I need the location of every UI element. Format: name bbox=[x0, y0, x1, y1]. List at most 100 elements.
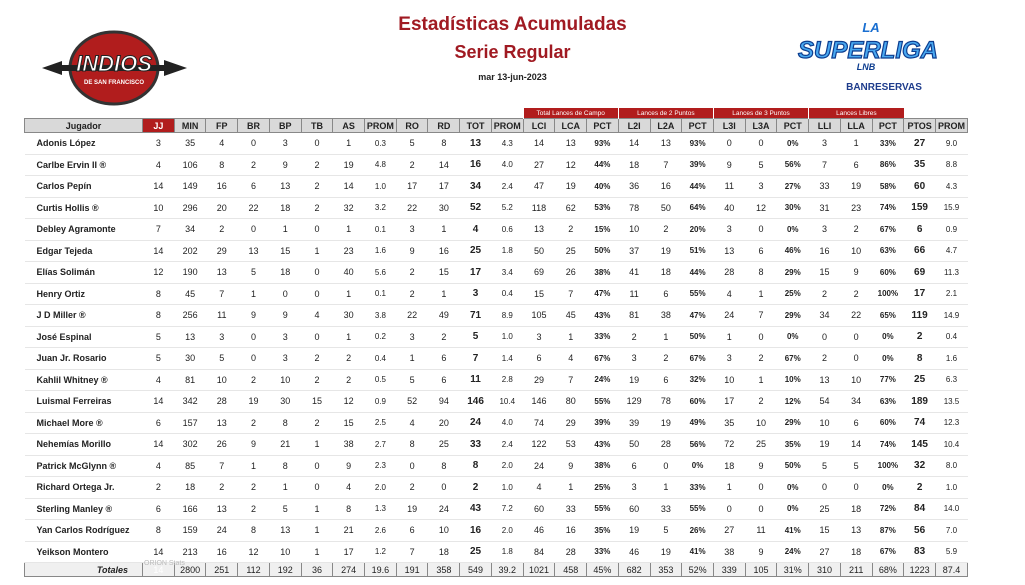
stat-cell: 9 bbox=[840, 261, 873, 284]
player-row: Nehemías Morillo 14 302 26 9 21 1 38 2.7 8 25 33 2.4… bbox=[24, 433, 968, 456]
player-row: Yeikson Montero 14 213 16 12 10 1 17 1.2 7 18 25 1.8… bbox=[24, 541, 968, 563]
stat-cell: 34 bbox=[808, 304, 841, 327]
stat-cell: 159 bbox=[903, 197, 936, 219]
stat-cell: 18 bbox=[840, 498, 873, 520]
stat-cell: 4 bbox=[459, 218, 492, 241]
stat-cell: 24 bbox=[713, 304, 746, 327]
total-cell: 211 bbox=[839, 562, 873, 577]
superliga-logo: LA SUPERLIGA LNB BANRESERVAS bbox=[797, 20, 938, 93]
stat-cell: 6 bbox=[840, 412, 873, 434]
stat-cell: 202 bbox=[174, 240, 206, 262]
stat-cell: 11 bbox=[205, 304, 238, 327]
stat-cell: 2 bbox=[459, 476, 492, 499]
stat-cell: 2.1 bbox=[935, 283, 968, 305]
column-header: TB bbox=[300, 118, 334, 133]
stat-cell: 1 bbox=[396, 347, 428, 370]
stat-cell: 2.6 bbox=[364, 519, 397, 542]
stat-cell: 13 bbox=[808, 369, 841, 391]
stat-cell: 342 bbox=[174, 390, 206, 413]
stat-cell: 13.5 bbox=[935, 390, 968, 413]
stat-cell: 1.3 bbox=[364, 498, 397, 520]
stat-cell: 7 bbox=[745, 304, 777, 327]
stat-cell: 18 bbox=[269, 261, 302, 284]
stat-cell: 17 bbox=[903, 283, 936, 305]
stat-cell: 81 bbox=[618, 304, 650, 327]
stat-cell: 46 bbox=[523, 519, 555, 542]
stat-cell: 44% bbox=[586, 154, 619, 176]
stat-cell: 14.0 bbox=[935, 498, 968, 520]
player-row: Curtis Hollis ® 10 296 20 22 18 2 32 3.2 22 30 52 5.… bbox=[24, 197, 968, 219]
player-name: Carlos Pepín bbox=[24, 175, 143, 198]
stat-cell: 19 bbox=[650, 240, 682, 262]
stat-cell: 63% bbox=[872, 240, 904, 262]
spacer bbox=[25, 108, 524, 119]
stat-cell: 63% bbox=[872, 390, 904, 413]
stat-cell: 4 bbox=[205, 132, 238, 155]
stat-cell: 32 bbox=[903, 455, 936, 477]
stat-cell: 40% bbox=[586, 175, 619, 198]
stat-cell: 159 bbox=[174, 519, 206, 542]
stat-cell: 18 bbox=[269, 197, 302, 219]
stat-cell: 29% bbox=[776, 261, 809, 284]
stat-cell: 14 bbox=[142, 390, 175, 413]
total-cell: 458 bbox=[554, 562, 588, 577]
stat-cell: 6 bbox=[142, 412, 175, 434]
stat-cell: 1 bbox=[745, 283, 777, 305]
stat-cell: 24% bbox=[586, 369, 619, 391]
stat-cell: 12% bbox=[776, 390, 809, 413]
stat-cell: 2 bbox=[840, 283, 873, 305]
stat-cell: 149 bbox=[174, 175, 206, 198]
stat-cell: 0 bbox=[301, 218, 333, 241]
stat-cell: 0.5 bbox=[364, 369, 397, 391]
stat-cell: 2.4 bbox=[491, 175, 524, 198]
stat-cell: 5.9 bbox=[935, 541, 968, 563]
stat-cell: 19 bbox=[237, 390, 270, 413]
stat-cell: 6 bbox=[745, 240, 777, 262]
stat-cell: 30 bbox=[174, 347, 206, 370]
stat-cell: 19 bbox=[396, 498, 428, 520]
stat-cell: 35 bbox=[174, 132, 206, 155]
total-cell: 682 bbox=[617, 562, 651, 577]
stat-cell: 14 bbox=[840, 433, 873, 456]
stat-cell: 2 bbox=[808, 283, 841, 305]
stat-cell: 20% bbox=[681, 218, 714, 241]
stat-cell: 4 bbox=[301, 304, 333, 327]
column-header: BP bbox=[268, 118, 302, 133]
indios-logo: INDIOS DE SAN FRANCISCO bbox=[42, 30, 187, 106]
logo-name: SUPERLIGA bbox=[798, 37, 938, 64]
column-header: RO bbox=[395, 118, 429, 133]
stat-cell: 41% bbox=[681, 541, 714, 563]
stat-cell: 2 bbox=[650, 347, 682, 370]
stat-cell: 3.2 bbox=[364, 197, 397, 219]
stat-cell: 9 bbox=[745, 455, 777, 477]
stat-cell: 118 bbox=[523, 197, 555, 219]
stat-cell: 23 bbox=[332, 240, 365, 262]
stat-cell: 24% bbox=[776, 541, 809, 563]
stat-cell: 40 bbox=[332, 261, 365, 284]
stat-cell: 8 bbox=[903, 347, 936, 370]
stat-cell: 296 bbox=[174, 197, 206, 219]
stat-cell: 86% bbox=[872, 154, 904, 176]
stat-cell: 2 bbox=[301, 347, 333, 370]
stat-cell: 4.8 bbox=[364, 154, 397, 176]
stat-cell: 0 bbox=[301, 261, 333, 284]
total-cell: 105 bbox=[744, 562, 778, 577]
player-name: Curtis Hollis ® bbox=[24, 197, 143, 219]
stat-cell: 12 bbox=[745, 197, 777, 219]
stat-cell: 9 bbox=[237, 304, 270, 327]
totals-row: Totales 14 2800 251 112 192 36 274 19.6 191 358 549… bbox=[24, 562, 969, 577]
stat-cell: 166 bbox=[174, 498, 206, 520]
column-header: PROM bbox=[364, 118, 397, 133]
stat-cell: 74% bbox=[872, 197, 904, 219]
stat-cell: 17 bbox=[396, 175, 428, 198]
stat-cell: 6 bbox=[840, 154, 873, 176]
stat-cell: 55% bbox=[681, 498, 714, 520]
player-row: Patrick McGlynn ® 4 85 7 1 8 0 9 2.3 0 8 8 2.0 24 9 38%… bbox=[24, 455, 968, 477]
stat-cell: 9 bbox=[332, 455, 365, 477]
stat-cell: 39 bbox=[618, 412, 650, 434]
stat-cell: 7 bbox=[396, 541, 428, 563]
stat-cell: 87% bbox=[872, 519, 904, 542]
stat-cell: 5.6 bbox=[364, 261, 397, 284]
player-name: Kahlil Whitney ® bbox=[24, 369, 143, 391]
stat-cell: 2 bbox=[301, 175, 333, 198]
